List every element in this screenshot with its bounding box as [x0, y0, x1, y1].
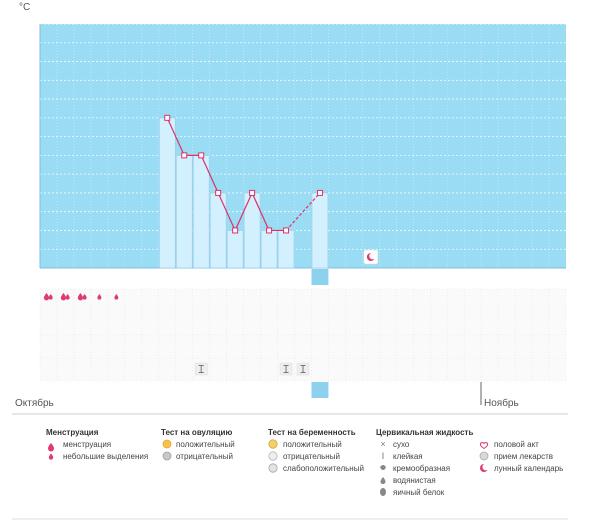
- pregnancy-positive-icon: [268, 439, 278, 449]
- symptom-grid: [39, 288, 567, 382]
- month-label-october: Октябрь: [15, 397, 54, 409]
- data-point: [181, 152, 188, 159]
- legend-title-cervical-fluid: Цервикальная жидкость: [376, 428, 473, 437]
- legend-other: половой акт прием лекарств лунный календ…: [479, 440, 563, 473]
- menstruation-drop-icon: [43, 293, 50, 301]
- legend-title-pregnancy: Тест на беременность: [268, 428, 356, 437]
- temperature-bar: [192, 155, 210, 269]
- menstruation-drop-icon: [48, 294, 53, 300]
- menstruation-drop-icon: [77, 293, 84, 301]
- series-line-dashed: [285, 192, 321, 231]
- data-point: [266, 227, 273, 234]
- sticky-icon: Ι: [382, 451, 385, 461]
- data-point: [283, 227, 290, 234]
- menstruation-drop-icon: [82, 294, 87, 300]
- data-point: [232, 227, 239, 234]
- current-cycle-day-highlight: [311, 269, 329, 285]
- data-point: [316, 189, 323, 196]
- data-point: [215, 189, 222, 196]
- menstruation-drop-icon: [65, 294, 70, 300]
- series-line: [166, 117, 185, 156]
- data-point: [198, 152, 205, 159]
- legend-item-menstruation: менструация: [63, 440, 111, 449]
- series-line: [200, 155, 219, 194]
- temperature-bar: [175, 155, 193, 269]
- plot-background: [40, 24, 566, 268]
- light-drop-icon: [48, 453, 54, 460]
- creamy-icon: [380, 465, 386, 470]
- legend-item-watery: водянистая: [393, 476, 436, 485]
- egg-white-icon: [380, 488, 386, 496]
- legend-item-intercourse: половой акт: [494, 440, 539, 449]
- light-drop-icon: [114, 294, 119, 300]
- light-drop-icon: [97, 294, 102, 300]
- lunar-marker-cut: [369, 252, 377, 260]
- menstruation-drop-icon: [60, 293, 67, 301]
- legend-item-creamy: кремообразная: [393, 464, 450, 473]
- ovulation-positive-icon: [162, 439, 172, 449]
- dry-cross-icon: ×: [380, 439, 385, 449]
- legend-item-pregnancy-positive: положительный: [283, 440, 342, 449]
- temperature-bar: [158, 117, 176, 269]
- data-point: [249, 189, 256, 196]
- legend-cervical-fluid: Цервикальная жидкость × сухо Ι клейкая к…: [376, 428, 473, 497]
- plot-area: [39, 23, 566, 269]
- pregnancy-weak-positive-icon: [268, 463, 278, 473]
- legend-item-ovulation-negative: отрицательный: [176, 452, 233, 461]
- temperature-bar: [226, 230, 244, 269]
- calendar-day-row: [311, 382, 329, 398]
- menstruation-drop-icon: [48, 443, 54, 452]
- unit-label: °C: [19, 2, 30, 13]
- pill-icon: [479, 451, 489, 461]
- data-point: [164, 114, 171, 121]
- legend-item-light-discharge: небольшие выделения: [63, 452, 148, 461]
- moon-icon-cut: [482, 463, 490, 471]
- series-line: [217, 192, 236, 231]
- month-label-november: Ноябрь: [484, 397, 519, 409]
- legend-item-pregnancy-negative: отрицательный: [283, 452, 340, 461]
- temperature-bar: [277, 230, 295, 269]
- ovulation-negative-icon: [162, 451, 172, 461]
- cycle-day-row: [311, 269, 329, 285]
- legend-menstruation: Менструация менструация небольшие выделе…: [46, 428, 148, 461]
- legend-item-pregnancy-weak: слабоположительный: [283, 464, 364, 473]
- temperature-bar: [260, 230, 278, 269]
- pregnancy-negative-icon: [268, 451, 278, 461]
- legend-ovulation: Тест на овуляцию положительный отрицател…: [161, 428, 235, 461]
- temperature-bars: [158, 117, 329, 269]
- current-calendar-day-highlight: [311, 382, 329, 398]
- legend-item-egg-white: яичный белок: [393, 488, 445, 497]
- legend-pregnancy: Тест на беременность положительный отриц…: [268, 428, 364, 473]
- series-line: [251, 192, 270, 231]
- temperature-bar: [311, 192, 329, 269]
- series-line: [234, 192, 253, 231]
- watery-icon: [380, 477, 386, 485]
- legend-item-sticky: клейкая: [393, 452, 423, 461]
- heart-icon: [479, 442, 489, 450]
- temperature-series: [164, 114, 379, 265]
- legend-title-menstruation: Менструация: [46, 428, 99, 437]
- legend-item-ovulation-positive: положительный: [176, 440, 235, 449]
- legend-item-medication: прием лекарств: [494, 452, 553, 461]
- legend-title-ovulation: Тест на овуляцию: [161, 428, 232, 437]
- legend-item-dry: сухо: [393, 440, 410, 449]
- legend-item-lunar: лунный календарь: [494, 464, 563, 473]
